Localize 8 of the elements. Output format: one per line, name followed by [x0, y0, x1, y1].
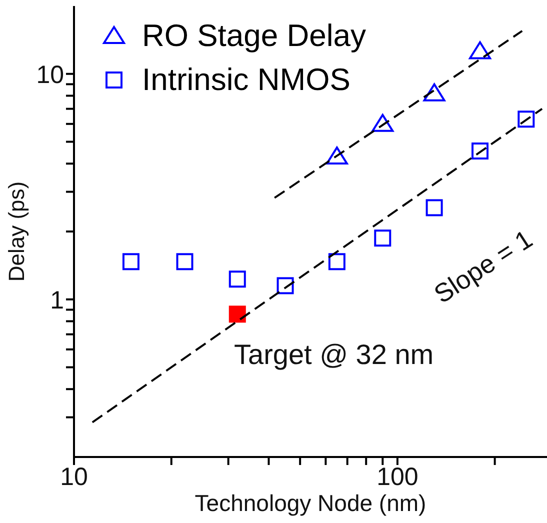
- annotation: Slope = 1: [428, 224, 538, 310]
- y-axis-title: Delay (ps): [4, 181, 29, 282]
- y-tick-label: 1: [50, 286, 64, 314]
- legend-label: Intrinsic NMOS: [142, 62, 350, 98]
- legend-label: RO Stage Delay: [142, 18, 366, 54]
- annotation: Target @ 32 nm: [234, 339, 434, 370]
- x-tick-label: 100: [376, 462, 418, 491]
- x-axis-title: Technology Node (nm): [194, 490, 426, 516]
